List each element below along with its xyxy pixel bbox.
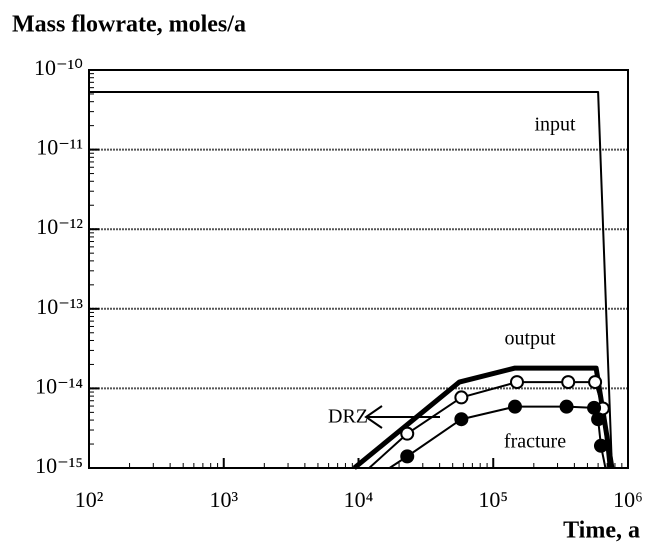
x-tick-label: 10² xyxy=(75,487,104,512)
data-point xyxy=(588,375,603,390)
series-line xyxy=(89,90,613,469)
data-point xyxy=(559,399,574,414)
data-point xyxy=(507,399,522,414)
series-label: input xyxy=(534,114,576,136)
data-point xyxy=(593,438,608,453)
arrow-head xyxy=(364,405,383,429)
series-label: DRZ xyxy=(328,406,368,428)
chart-title: Mass flowrate, moles/a xyxy=(12,12,246,38)
x-tick-label: 10⁴ xyxy=(344,487,374,512)
data-point xyxy=(454,390,469,405)
y-tick-label: 10⁻¹² xyxy=(36,214,83,239)
series-label: fracture xyxy=(504,431,566,453)
x-tick-label: 10³ xyxy=(209,487,238,512)
data-point xyxy=(561,375,576,390)
y-tick-label: 10⁻¹¹ xyxy=(36,135,83,160)
y-tick-label: 10⁻¹³ xyxy=(36,294,83,319)
y-tick-label: 10⁻¹⁵ xyxy=(35,453,83,478)
x-axis-label: Time, a xyxy=(563,518,640,544)
plot-frame xyxy=(88,69,629,469)
data-point xyxy=(587,400,602,415)
y-tick-label: 10⁻¹⁴ xyxy=(35,373,83,398)
series-label: output xyxy=(504,328,556,350)
data-point xyxy=(591,412,606,427)
x-tick-label: 10⁶ xyxy=(613,487,643,512)
x-tick-label: 10⁵ xyxy=(478,487,508,512)
data-point xyxy=(509,375,524,390)
data-point xyxy=(400,426,415,441)
data-point xyxy=(400,449,415,464)
y-tick-label: 10⁻¹⁰ xyxy=(34,55,83,80)
data-point xyxy=(454,412,469,427)
